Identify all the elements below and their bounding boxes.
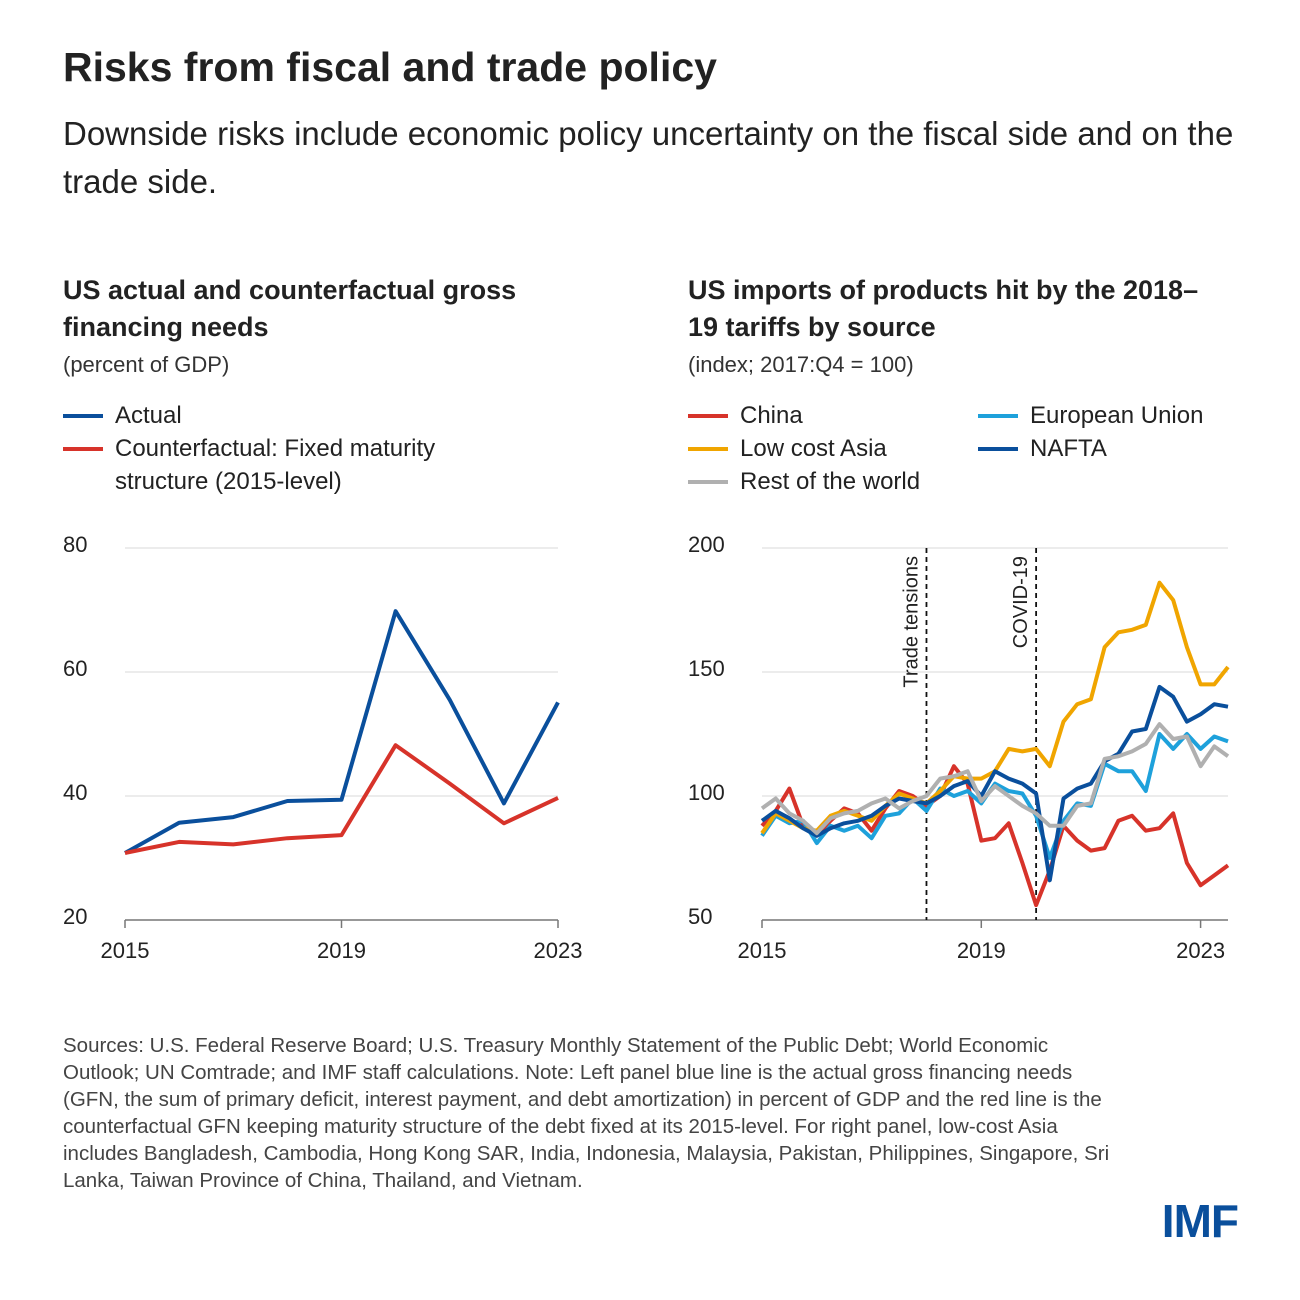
y-tick-label: 60 bbox=[63, 656, 87, 681]
data-line bbox=[760, 732, 1229, 860]
legend-label: Counterfactual: Fixed maturity structure… bbox=[115, 435, 436, 495]
x-tick-label: 2023 bbox=[534, 938, 583, 963]
logo: IMF bbox=[1161, 1195, 1239, 1247]
legend-item: China bbox=[688, 399, 978, 432]
chart-subtitle: (percent of GDP) bbox=[63, 352, 230, 377]
legend-swatch bbox=[688, 480, 728, 484]
legend-swatch bbox=[688, 447, 728, 451]
x-tick-label: 2015 bbox=[101, 938, 150, 963]
legend-item: NAFTA bbox=[978, 432, 1238, 465]
chart-title: US actual and counterfactual gross finan… bbox=[63, 275, 517, 342]
chart-subtitle: (index; 2017:Q4 = 100) bbox=[688, 352, 914, 377]
y-tick-label: 80 bbox=[63, 532, 87, 557]
annotation-label: Trade tensions bbox=[900, 556, 922, 688]
annotation-label: COVID-19 bbox=[1010, 556, 1032, 648]
legend-label: China bbox=[740, 402, 803, 429]
legend-label: Actual bbox=[115, 402, 182, 429]
data-line bbox=[760, 684, 1229, 883]
x-tick-label: 2019 bbox=[957, 938, 1006, 963]
y-tick-label: 40 bbox=[63, 780, 87, 805]
legend-swatch bbox=[63, 414, 103, 418]
x-tick-label: 2023 bbox=[1176, 938, 1225, 963]
chart-title: US imports of products hit by the 2018–1… bbox=[688, 275, 1199, 342]
legend-item: Low cost Asia bbox=[688, 432, 978, 465]
y-tick-label: 20 bbox=[63, 904, 87, 929]
y-tick-label: 200 bbox=[688, 532, 725, 557]
y-tick-label: 50 bbox=[688, 904, 712, 929]
x-tick-label: 2015 bbox=[738, 938, 787, 963]
legend: Actual Counterfactual: Fixed maturity str… bbox=[63, 399, 513, 498]
x-tick-label: 2019 bbox=[317, 938, 366, 963]
data-line bbox=[124, 743, 559, 855]
legend-item: Actual bbox=[63, 399, 513, 432]
legend-swatch bbox=[688, 414, 728, 418]
legend-item: European Union bbox=[978, 399, 1238, 432]
legend-label: Low cost Asia bbox=[740, 435, 887, 462]
y-tick-label: 150 bbox=[688, 656, 725, 681]
legend-label: Rest of the world bbox=[740, 468, 921, 495]
legend-item: Rest of the world bbox=[688, 465, 978, 498]
legend-label: NAFTA bbox=[1030, 435, 1107, 462]
legend-swatch bbox=[978, 414, 1018, 418]
data-line bbox=[760, 722, 1230, 836]
data-line bbox=[124, 609, 560, 855]
legend-swatch bbox=[978, 447, 1018, 451]
page-subtitle: Downside risks include economic policy u… bbox=[63, 115, 1234, 200]
legend-item: Counterfactual: Fixed maturity structure… bbox=[63, 432, 513, 498]
sources-note: Sources: U.S. Federal Reserve Board; U.S… bbox=[63, 1034, 1110, 1192]
page-title: Risks from fiscal and trade policy bbox=[63, 44, 717, 90]
legend-swatch bbox=[63, 447, 103, 451]
y-tick-label: 100 bbox=[688, 780, 725, 805]
legend: China European Union Low cost Asia NAFTA Res… bbox=[688, 399, 1238, 498]
legend-label: European Union bbox=[1030, 402, 1204, 429]
